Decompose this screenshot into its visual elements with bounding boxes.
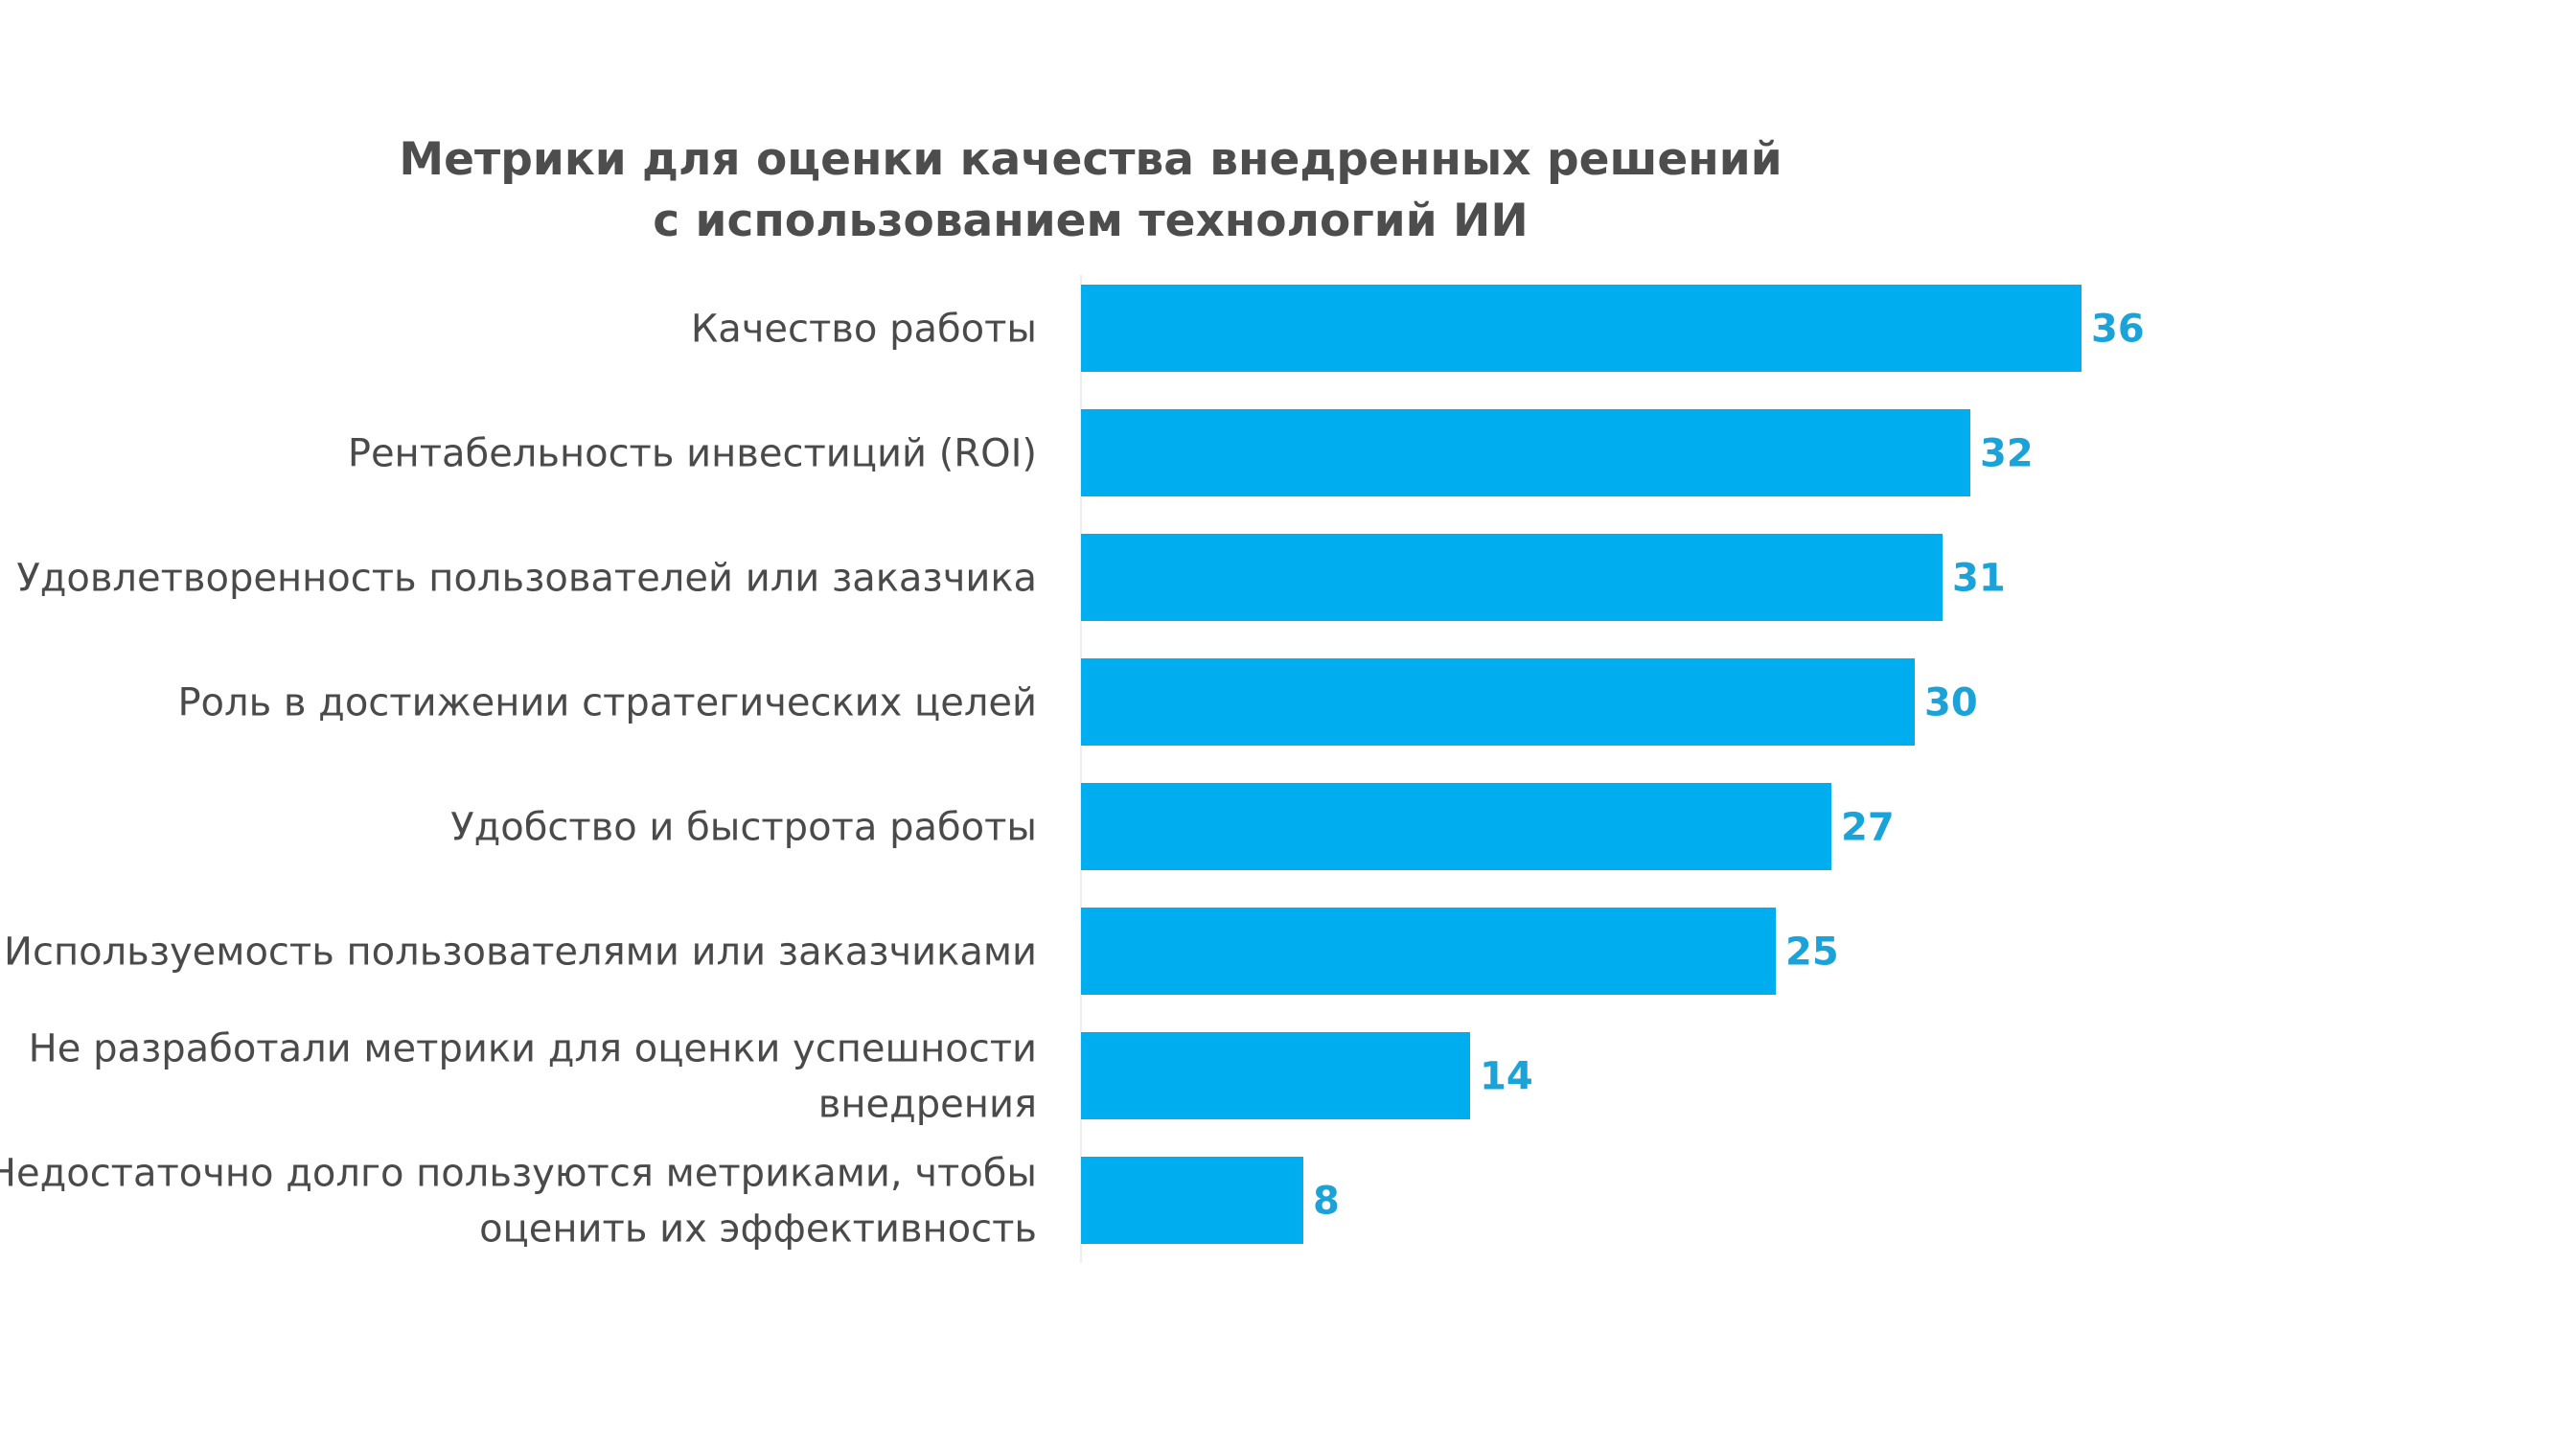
bars — [1081, 285, 2082, 1244]
value-label-3: 31 — [1952, 557, 2006, 601]
category-label-7-line-1: Не разработали метрики для оценки успешн… — [29, 1027, 1037, 1071]
value-label-1: 36 — [2091, 308, 2145, 352]
category-label-4: Роль в достижении стратегических целей — [177, 681, 1037, 725]
chart-title-line-1: Метрики для оценки качества внедренных р… — [399, 133, 1782, 186]
value-labels: 36 32 31 30 27 25 14 8 — [1313, 308, 2145, 1224]
bar-4 — [1081, 658, 1915, 746]
bar-7 — [1081, 1032, 1470, 1119]
category-label-8-line-2: оценить их эффективность — [479, 1208, 1037, 1252]
value-label-8: 8 — [1313, 1180, 1340, 1224]
chart-title-line-2: с использованием технологий ИИ — [653, 195, 1528, 247]
bar-6 — [1081, 908, 1776, 995]
category-label-5: Удобство и быстрота работы — [450, 806, 1037, 850]
value-label-6: 25 — [1785, 931, 1839, 975]
bar-2 — [1081, 409, 1970, 496]
bar-1 — [1081, 285, 2082, 372]
value-label-7: 14 — [1480, 1055, 1533, 1099]
category-label-3: Удовлетворенность пользователей или зака… — [16, 557, 1037, 601]
category-label-1: Качество работы — [691, 308, 1037, 352]
category-labels: Качество работы Рентабельность инвестиций… — [0, 308, 1037, 1252]
bar-8 — [1081, 1157, 1303, 1244]
value-label-5: 27 — [1841, 806, 1895, 850]
value-label-2: 32 — [1980, 432, 2034, 476]
category-label-6: Используемость пользователями или заказч… — [4, 931, 1037, 975]
bar-5 — [1081, 783, 1831, 870]
category-label-2: Рентабельность инвестиций (ROI) — [348, 432, 1037, 476]
category-label-8-line-1: Недостаточно долго пользуются метриками,… — [0, 1152, 1037, 1196]
value-label-4: 30 — [1924, 681, 1978, 725]
category-label-7-line-2: внедрения — [818, 1083, 1037, 1127]
bar-3 — [1081, 534, 1943, 621]
chart-title: Метрики для оценки качества внедренных р… — [399, 133, 1782, 247]
